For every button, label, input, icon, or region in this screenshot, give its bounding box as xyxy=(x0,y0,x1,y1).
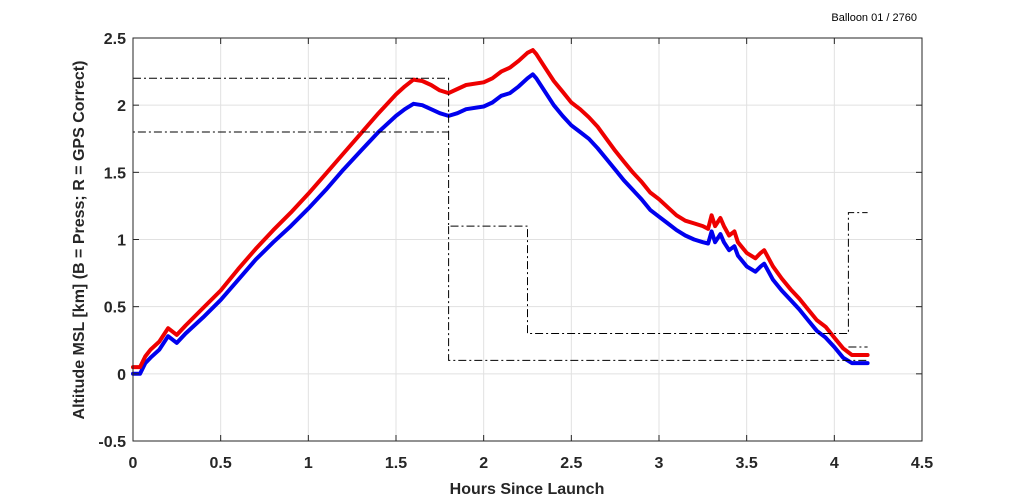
reference-dashdot-line xyxy=(133,77,450,133)
y-axis-title: Altitude MSL [km] (B = Press; R = GPS Co… xyxy=(71,61,88,420)
x-tick-label: 3.5 xyxy=(736,455,758,472)
x-tick-label: 4.5 xyxy=(911,455,933,472)
x-tick-label: 0 xyxy=(129,455,138,472)
gps-altitude-line xyxy=(131,48,870,370)
y-tick-label: 1 xyxy=(117,233,126,250)
x-tick-label: 3 xyxy=(655,455,664,472)
y-tick-label: 2 xyxy=(117,98,126,115)
x-axis-title: Hours Since Launch xyxy=(450,481,605,498)
x-tick-label: 0.5 xyxy=(210,455,232,472)
reference-dashdot-line xyxy=(448,132,868,334)
balloon-id-annotation: Balloon 01 / 2760 xyxy=(831,12,917,24)
x-tick-label: 1.5 xyxy=(385,455,407,472)
tick-marks xyxy=(132,37,923,442)
y-tick-label: 2.5 xyxy=(104,31,126,48)
y-tick-label: -0.5 xyxy=(98,434,126,451)
y-tick-label: 0.5 xyxy=(104,300,126,317)
x-tick-label: 2.5 xyxy=(560,455,582,472)
y-tick-label: 0 xyxy=(117,367,126,384)
x-tick-label: 2 xyxy=(479,455,488,472)
x-tick-label: 4 xyxy=(830,455,839,472)
pressure-altitude-line xyxy=(131,72,870,376)
x-tick-labels: 0 0.5 1 1.5 2 2.5 3 3.5 4 4.5 xyxy=(129,455,934,472)
x-tick-label: 1 xyxy=(304,455,313,472)
y-tick-label: 1.5 xyxy=(104,165,126,182)
series-layer xyxy=(131,48,870,376)
y-tick-labels: -0.5 0 0.5 1 1.5 2 2.5 xyxy=(98,31,126,451)
reference-dashdot-line xyxy=(448,226,868,361)
